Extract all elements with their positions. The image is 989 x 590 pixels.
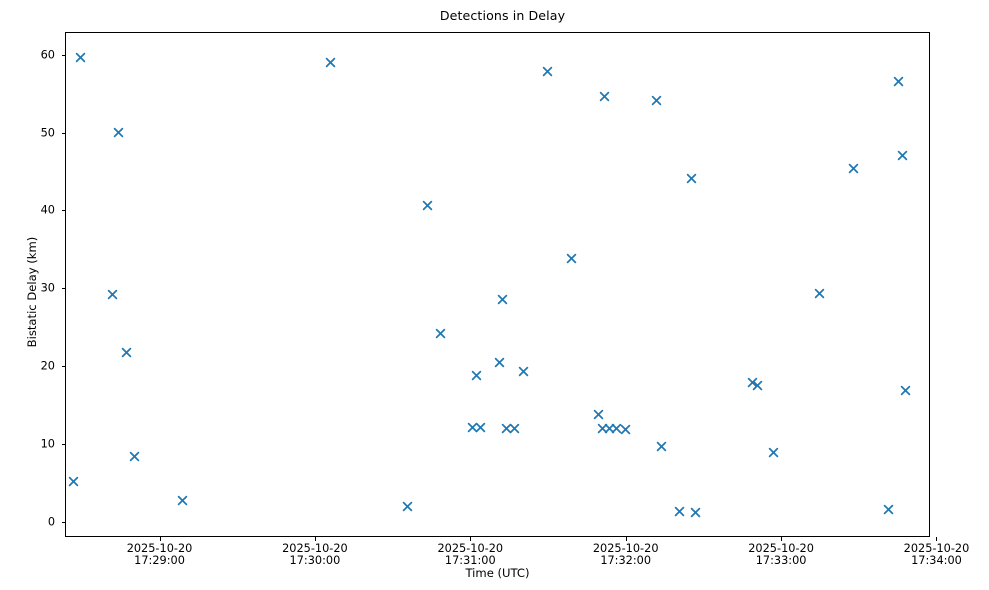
scatter-point xyxy=(518,366,529,377)
x-tick-line-time: 17:33:00 xyxy=(755,553,807,567)
chart-title: Detections in Delay xyxy=(0,8,989,23)
scatter-point xyxy=(686,173,697,184)
y-axis-tick-label: 30 xyxy=(40,281,55,295)
x-axis-tick xyxy=(936,537,938,541)
scatter-plot-area xyxy=(66,33,929,536)
scatter-point xyxy=(475,422,486,433)
scatter-point xyxy=(509,423,520,434)
y-axis-tick xyxy=(61,210,65,212)
scatter-point xyxy=(611,423,622,434)
scatter-point xyxy=(900,385,911,396)
y-axis-tick xyxy=(61,522,65,524)
scatter-point xyxy=(402,501,413,512)
scatter-point xyxy=(883,504,894,515)
scatter-point xyxy=(497,294,508,305)
x-axis-label: Time (UTC) xyxy=(465,566,530,580)
y-axis-tick-label: 10 xyxy=(40,437,55,451)
x-axis-tick xyxy=(781,537,783,541)
scatter-point xyxy=(690,507,701,518)
scatter-point xyxy=(604,423,615,434)
scatter-point xyxy=(897,150,908,161)
scatter-point xyxy=(422,200,433,211)
scatter-point xyxy=(893,76,904,87)
scatter-point xyxy=(566,253,577,264)
scatter-point xyxy=(471,370,482,381)
y-axis-tick xyxy=(61,54,65,56)
y-axis-tick-label: 20 xyxy=(40,359,55,373)
x-axis-tick-label: 2025-10-20 17:29:00 xyxy=(127,543,193,567)
scatter-point xyxy=(597,423,608,434)
scatter-point xyxy=(651,95,662,106)
scatter-point xyxy=(848,163,859,174)
plot-axes xyxy=(65,32,930,537)
x-axis-tick xyxy=(625,537,627,541)
scatter-point xyxy=(113,127,124,138)
scatter-point xyxy=(68,476,79,487)
y-axis-tick xyxy=(61,366,65,368)
y-axis-tick-label: 50 xyxy=(40,126,55,140)
y-axis-tick xyxy=(61,444,65,446)
scatter-point xyxy=(814,288,825,299)
x-axis-tick-label: 2025-10-20 17:33:00 xyxy=(748,543,814,567)
scatter-point xyxy=(121,347,132,358)
scatter-point xyxy=(467,422,478,433)
x-tick-line-date: 2025-10-20 xyxy=(126,542,193,555)
scatter-point xyxy=(325,57,336,68)
scatter-point xyxy=(129,451,140,462)
x-axis-tick xyxy=(314,537,316,541)
scatter-point xyxy=(674,506,685,517)
x-tick-line-time: 17:30:00 xyxy=(289,553,341,567)
x-tick-line-time: 17:31:00 xyxy=(444,553,496,567)
scatter-point xyxy=(599,91,610,102)
x-axis-tick-label: 2025-10-20 17:30:00 xyxy=(282,543,348,567)
x-axis-tick-label: 2025-10-20 17:32:00 xyxy=(593,543,659,567)
x-axis-tick xyxy=(470,537,472,541)
scatter-point xyxy=(501,423,512,434)
y-axis-tick-label: 0 xyxy=(47,515,55,529)
x-tick-line-time: 17:29:00 xyxy=(134,553,185,567)
scatter-point xyxy=(107,289,118,300)
x-axis-tick xyxy=(159,537,161,541)
x-tick-line-date: 2025-10-20 xyxy=(437,542,504,555)
scatter-point xyxy=(752,380,763,391)
scatter-point xyxy=(435,328,446,339)
x-tick-line-time: 17:32:00 xyxy=(600,553,652,567)
scatter-point xyxy=(747,377,758,388)
x-axis-tick-label: 2025-10-20 17:34:00 xyxy=(904,543,970,567)
chart-title-text: Detections in Delay xyxy=(439,8,566,23)
x-tick-line-date: 2025-10-20 xyxy=(592,542,659,555)
y-axis-tick-label: 40 xyxy=(40,203,55,217)
y-axis-tick xyxy=(61,288,65,290)
y-axis-tick-label: 60 xyxy=(40,48,55,62)
x-axis-tick-label: 2025-10-20 17:31:00 xyxy=(437,543,503,567)
scatter-point xyxy=(656,441,667,452)
scatter-point xyxy=(768,447,779,458)
x-tick-line-date: 2025-10-20 xyxy=(282,542,348,555)
y-axis-tick xyxy=(61,132,65,134)
scatter-point xyxy=(494,357,505,368)
scatter-point xyxy=(75,52,86,63)
scatter-point xyxy=(177,495,188,506)
x-tick-line-date: 2025-10-20 xyxy=(903,542,970,555)
scatter-point xyxy=(542,66,553,77)
scatter-point xyxy=(593,409,604,420)
scatter-point xyxy=(620,424,631,435)
x-tick-line-time: 17:34:00 xyxy=(911,553,962,567)
x-tick-line-date: 2025-10-20 xyxy=(748,542,814,555)
